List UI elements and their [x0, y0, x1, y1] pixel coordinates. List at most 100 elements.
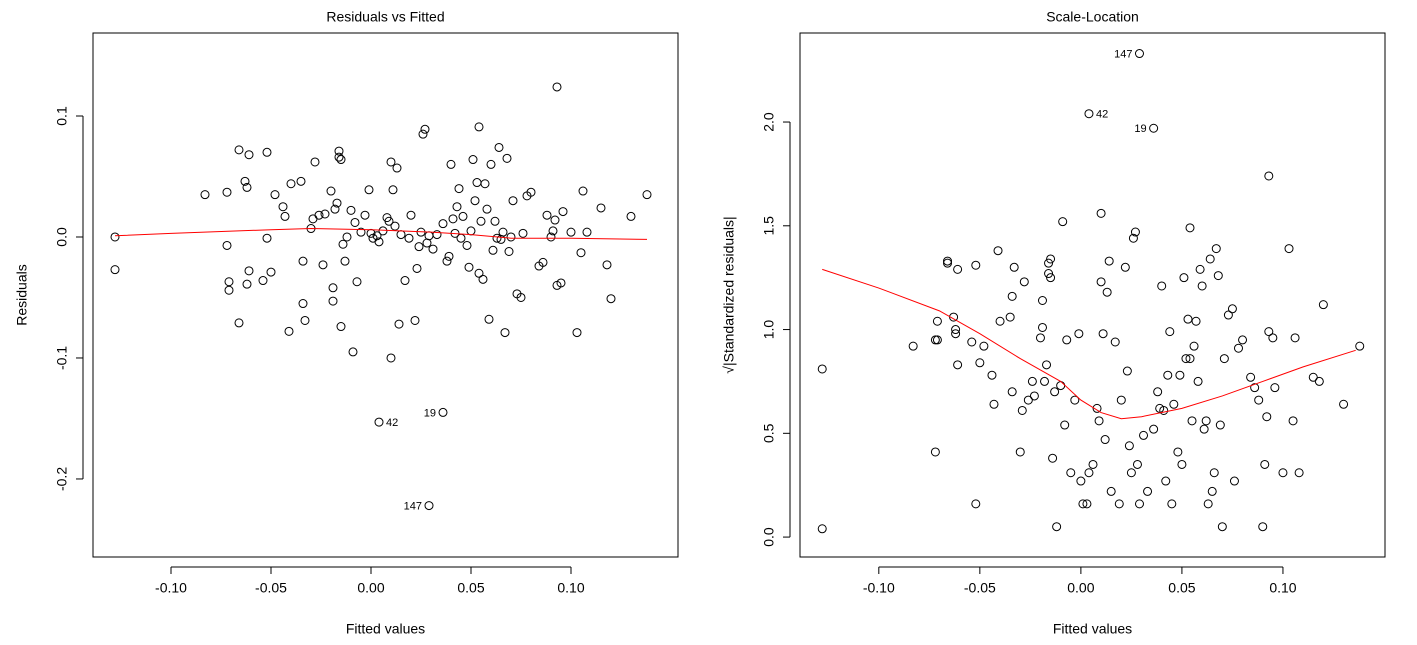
point — [1264, 171, 1274, 181]
point — [1213, 271, 1223, 281]
point — [518, 228, 528, 238]
point — [556, 278, 566, 288]
point — [1044, 258, 1054, 268]
point — [1250, 383, 1260, 393]
point — [394, 319, 404, 329]
point — [1134, 499, 1144, 509]
point — [582, 227, 592, 237]
point — [390, 221, 400, 231]
point — [1227, 304, 1237, 314]
point — [1201, 416, 1211, 426]
point — [400, 276, 410, 286]
point — [642, 190, 652, 200]
y-tick-label: 0.1 — [54, 106, 70, 126]
point — [1052, 522, 1062, 532]
point — [1191, 316, 1201, 326]
point — [1048, 453, 1058, 463]
point — [470, 196, 480, 206]
point — [1169, 399, 1179, 409]
point — [1189, 341, 1199, 351]
point — [1177, 459, 1187, 469]
point — [1094, 416, 1104, 426]
point — [1290, 333, 1300, 343]
point — [1246, 372, 1256, 382]
point — [1046, 273, 1056, 283]
point-label: 19 — [424, 407, 436, 419]
point — [396, 230, 406, 240]
point — [1185, 223, 1195, 233]
point — [484, 314, 494, 324]
point — [1183, 314, 1193, 324]
point — [943, 256, 953, 266]
point — [1098, 329, 1108, 339]
point — [1058, 217, 1068, 227]
point — [1050, 387, 1060, 397]
point — [1139, 430, 1149, 440]
point — [442, 256, 452, 266]
point — [338, 239, 348, 249]
point — [452, 202, 462, 212]
point — [492, 233, 502, 243]
point — [1254, 395, 1264, 405]
point — [1124, 441, 1134, 451]
point — [298, 256, 308, 266]
point — [1104, 256, 1114, 266]
point — [328, 296, 338, 306]
point — [244, 150, 254, 160]
point — [1122, 366, 1132, 376]
point — [1209, 468, 1219, 478]
point — [464, 262, 474, 272]
point — [1185, 354, 1195, 364]
point — [1126, 468, 1136, 478]
point — [1134, 49, 1144, 59]
point — [1203, 499, 1213, 509]
x-tick-label: 0.10 — [1269, 580, 1296, 596]
point — [286, 179, 296, 189]
point — [336, 322, 346, 332]
point — [446, 159, 456, 169]
point — [462, 240, 472, 250]
point — [406, 210, 416, 220]
point-label: 19 — [1134, 123, 1146, 135]
point — [1284, 244, 1294, 254]
point — [1116, 395, 1126, 405]
point-label: 147 — [404, 500, 422, 512]
point — [951, 329, 961, 339]
point — [364, 185, 374, 195]
point — [454, 184, 464, 194]
point — [1339, 399, 1349, 409]
point — [466, 226, 476, 236]
point — [908, 341, 918, 351]
x-tick-label: 0.00 — [357, 580, 384, 596]
point — [1100, 435, 1110, 445]
point — [971, 499, 981, 509]
point — [526, 187, 536, 197]
point — [340, 256, 350, 266]
point — [356, 227, 366, 237]
point — [1078, 499, 1088, 509]
point — [266, 267, 276, 277]
point — [550, 215, 560, 225]
point — [989, 399, 999, 409]
point — [392, 163, 402, 173]
point — [320, 209, 330, 219]
point — [1215, 420, 1225, 430]
point — [444, 251, 454, 261]
point — [348, 347, 358, 357]
point — [478, 274, 488, 284]
point — [310, 157, 320, 167]
point — [314, 210, 324, 220]
x-tick-label: 0.05 — [1168, 580, 1195, 596]
point — [546, 232, 556, 242]
point — [318, 260, 328, 270]
point — [626, 211, 636, 221]
point — [993, 246, 1003, 256]
point — [1278, 468, 1288, 478]
point — [1009, 262, 1019, 272]
point — [432, 230, 442, 240]
point — [1355, 341, 1365, 351]
point — [1005, 312, 1015, 322]
point — [224, 277, 234, 287]
point — [388, 185, 398, 195]
